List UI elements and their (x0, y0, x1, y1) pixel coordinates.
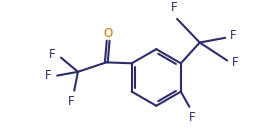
Text: F: F (230, 29, 237, 42)
Text: F: F (232, 56, 239, 69)
Text: F: F (171, 1, 178, 14)
Text: O: O (103, 27, 113, 40)
Text: F: F (189, 112, 196, 124)
Text: F: F (49, 48, 55, 61)
Text: F: F (68, 95, 75, 108)
Text: F: F (45, 69, 51, 82)
